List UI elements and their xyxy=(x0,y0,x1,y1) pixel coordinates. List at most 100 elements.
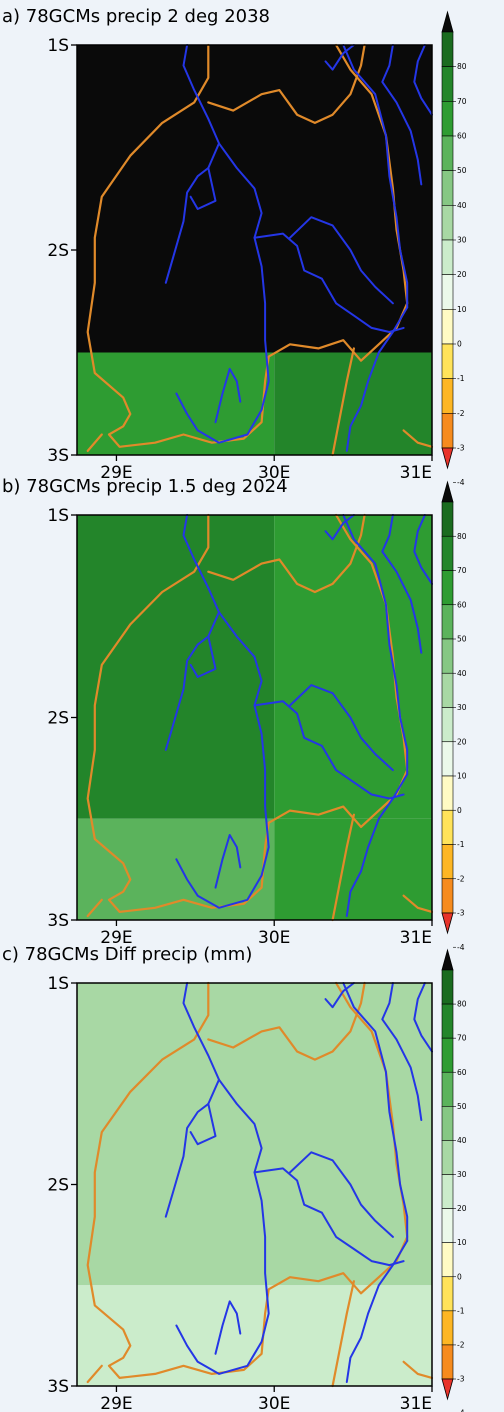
x-tick-label: 31E xyxy=(400,463,432,483)
coast-line-4 xyxy=(86,433,103,452)
grid-cell-1 xyxy=(77,1285,432,1386)
colorbar-swatch xyxy=(441,741,454,777)
colorbar-swatch xyxy=(441,274,454,310)
river-line-7 xyxy=(345,1239,409,1383)
river-line-4 xyxy=(289,216,394,305)
grid-cell-0 xyxy=(77,45,432,353)
colorbar-label: 70 xyxy=(457,97,467,106)
colorbar-label: 20 xyxy=(457,270,467,279)
river-line-2 xyxy=(189,635,217,678)
colorbar-label: 10 xyxy=(457,772,467,781)
river-line-5 xyxy=(342,982,409,1242)
colorbar-label: 0 xyxy=(457,340,462,349)
river-line-8 xyxy=(324,44,355,71)
colorbar-swatch xyxy=(441,343,454,379)
y-tick-label: 1S xyxy=(47,974,69,994)
colorbar-top-arrow xyxy=(441,480,454,503)
river-line-3 xyxy=(253,700,405,800)
river-line-9 xyxy=(413,982,433,1053)
colorbar-swatch xyxy=(441,170,454,206)
panel-title: a) 78GCMs precip 2 deg 2038 xyxy=(2,6,270,27)
x-tick-label: 30E xyxy=(258,928,290,948)
river-line-4 xyxy=(289,684,394,772)
map-panel-1: a) 78GCMs precip 2 deg 2038 1S 2S 3S 29E 30E 3… xyxy=(2,6,467,487)
colorbar-swatch xyxy=(441,378,454,414)
colorbar-label: 80 xyxy=(457,1000,467,1009)
x-tick-label: 31E xyxy=(400,928,432,948)
river-line-2 xyxy=(189,167,217,210)
colorbar-swatch xyxy=(441,1208,454,1243)
coast-line-4 xyxy=(86,1364,103,1384)
colorbar-swatch xyxy=(441,1106,454,1141)
colorbar-label: 40 xyxy=(457,669,467,678)
colorbar-label: 20 xyxy=(457,737,467,746)
colorbar-swatch xyxy=(441,1242,454,1278)
river-line-6 xyxy=(381,44,423,186)
coast-line-1 xyxy=(207,981,366,1061)
grid-cell-2 xyxy=(274,352,432,455)
colorbar-swatch xyxy=(441,604,454,640)
colorbar-swatch xyxy=(441,1140,454,1175)
grid-cell-2 xyxy=(77,818,275,920)
colorbar-bottom-arrow xyxy=(441,912,454,935)
colorbar: 80 70 60 50 40 30 20 10 0 -1 -2 -3 -4 xyxy=(441,948,467,1412)
river-line-7 xyxy=(345,306,409,452)
colorbar: 80 70 60 50 40 30 20 10 0 -1 -2 -3 -4 xyxy=(441,480,467,952)
river-line-0 xyxy=(175,982,270,1375)
colorbar-label: 30 xyxy=(457,236,467,245)
panel-title: c) 78GCMs Diff precip (mm) xyxy=(2,944,252,965)
colorbar-label: 70 xyxy=(457,1034,467,1043)
y-tick-label: 2S xyxy=(47,709,69,729)
colorbar-bottom-arrow xyxy=(441,1378,454,1401)
colorbar-label: -4 xyxy=(457,1409,465,1412)
y-tick-label: 2S xyxy=(47,1176,69,1196)
colorbar-swatch xyxy=(441,66,454,102)
river-line-0 xyxy=(175,514,270,909)
colorbar-label: 10 xyxy=(457,305,467,314)
colorbar-swatch xyxy=(441,775,454,811)
x-tick-label: 30E xyxy=(258,1394,290,1412)
colorbar-swatch xyxy=(441,638,454,674)
y-tick-label: 1S xyxy=(47,36,69,56)
colorbar-bottom-arrow xyxy=(441,447,454,470)
colorbar-label: 80 xyxy=(457,62,467,71)
colorbar-label: 60 xyxy=(457,132,467,141)
colorbar-label: -1 xyxy=(457,374,465,383)
colorbar-label: 50 xyxy=(457,166,467,175)
colorbar-top-arrow xyxy=(441,10,454,33)
colorbar: 80 70 60 50 40 30 20 10 0 -1 -2 -3 -4 xyxy=(441,10,467,487)
river-line-5 xyxy=(342,514,409,776)
map-panel-3: c) 78GCMs Diff precip (mm) 1S 2S 3S 29E 30E 31… xyxy=(2,944,467,1412)
colorbar-label: -2 xyxy=(457,1340,465,1349)
colorbar-swatch xyxy=(441,31,454,67)
colorbar-label: -1 xyxy=(457,840,465,849)
colorbar-label: 40 xyxy=(457,1136,467,1145)
coast-line-1 xyxy=(207,43,366,124)
colorbar-label: 0 xyxy=(457,1272,462,1281)
colorbar-swatch xyxy=(441,501,454,537)
river-line-8 xyxy=(324,982,355,1009)
coast-line-1 xyxy=(207,513,366,594)
coast-line-2 xyxy=(331,813,355,922)
colorbar-swatch xyxy=(441,1003,454,1039)
map-panel-2: b) 78GCMs precip 1.5 deg 2024 1S 2S 3S 29E 30… xyxy=(2,476,467,952)
river-line-4 xyxy=(289,1151,394,1238)
river-line-0 xyxy=(175,44,270,444)
colorbar-swatch xyxy=(441,1037,454,1073)
colorbar-swatch xyxy=(441,844,454,880)
grid-cell-3 xyxy=(274,818,432,920)
river-line-10 xyxy=(214,367,242,424)
coast-line-3 xyxy=(402,1360,434,1379)
colorbar-swatch xyxy=(441,878,454,914)
colorbar-top-arrow xyxy=(441,948,454,971)
colorbar-label: 60 xyxy=(457,600,467,609)
coast-line-3 xyxy=(402,429,434,448)
colorbar-swatch xyxy=(441,309,454,345)
colorbar-swatch xyxy=(441,535,454,571)
colorbar-swatch xyxy=(441,1344,454,1380)
colorbar-label: 30 xyxy=(457,1170,467,1179)
colorbar-label: -4 xyxy=(457,943,465,952)
y-tick-label: 3S xyxy=(47,446,69,466)
grid-cell-1 xyxy=(77,352,275,455)
